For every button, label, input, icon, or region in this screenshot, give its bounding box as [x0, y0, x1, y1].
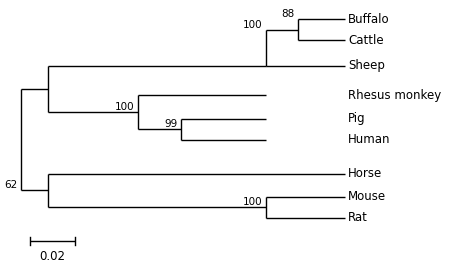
Text: 0.02: 0.02 — [40, 250, 66, 263]
Text: 99: 99 — [164, 119, 177, 129]
Text: 100: 100 — [115, 102, 135, 112]
Text: Cattle: Cattle — [348, 34, 384, 47]
Text: Pig: Pig — [348, 112, 366, 125]
Text: 100: 100 — [243, 20, 263, 30]
Text: Rhesus monkey: Rhesus monkey — [348, 89, 442, 102]
Text: Human: Human — [348, 133, 391, 146]
Text: 62: 62 — [5, 181, 18, 190]
Text: Buffalo: Buffalo — [348, 13, 390, 26]
Text: Rat: Rat — [348, 211, 368, 225]
Text: Sheep: Sheep — [348, 59, 385, 72]
Text: Mouse: Mouse — [348, 190, 387, 203]
Text: 88: 88 — [281, 9, 295, 19]
Text: Horse: Horse — [348, 167, 383, 180]
Text: 100: 100 — [243, 197, 263, 207]
